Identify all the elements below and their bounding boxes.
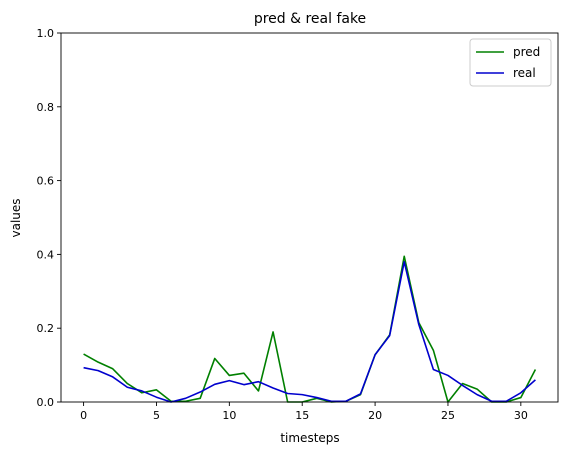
y-tick-label: 0.4 [37,248,55,261]
x-tick-label: 25 [441,409,455,422]
chart-title: pred & real fake [254,11,366,27]
y-axis-label: values [9,198,23,237]
x-tick-label: 10 [222,409,236,422]
axes-frame [60,32,559,403]
y-tick-label: 0.8 [37,101,55,114]
legend-label-real: real [513,66,536,80]
x-tick-label: 15 [295,409,309,422]
legend-label-pred: pred [513,45,540,59]
plot-area [83,255,537,403]
y-tick-label: 0.0 [37,396,55,409]
y-tick-label: 0.2 [37,322,55,335]
series-line-real [83,260,536,403]
legend: pred real [469,38,552,87]
x-tick-label: 20 [368,409,382,422]
x-axis-label: timesteps [280,431,339,445]
legend-box [469,38,552,87]
x-tick-label: 0 [80,409,87,422]
axes: 0 5 10 15 20 25 30 0.0 0.2 0.4 0.6 0.8 1.0 [37,27,559,422]
y-tick-label: 0.6 [37,175,55,188]
y-tick-label: 1.0 [37,27,55,40]
x-tick-label: 30 [514,409,528,422]
series-line-pred [83,255,537,403]
x-tick-label: 5 [153,409,160,422]
